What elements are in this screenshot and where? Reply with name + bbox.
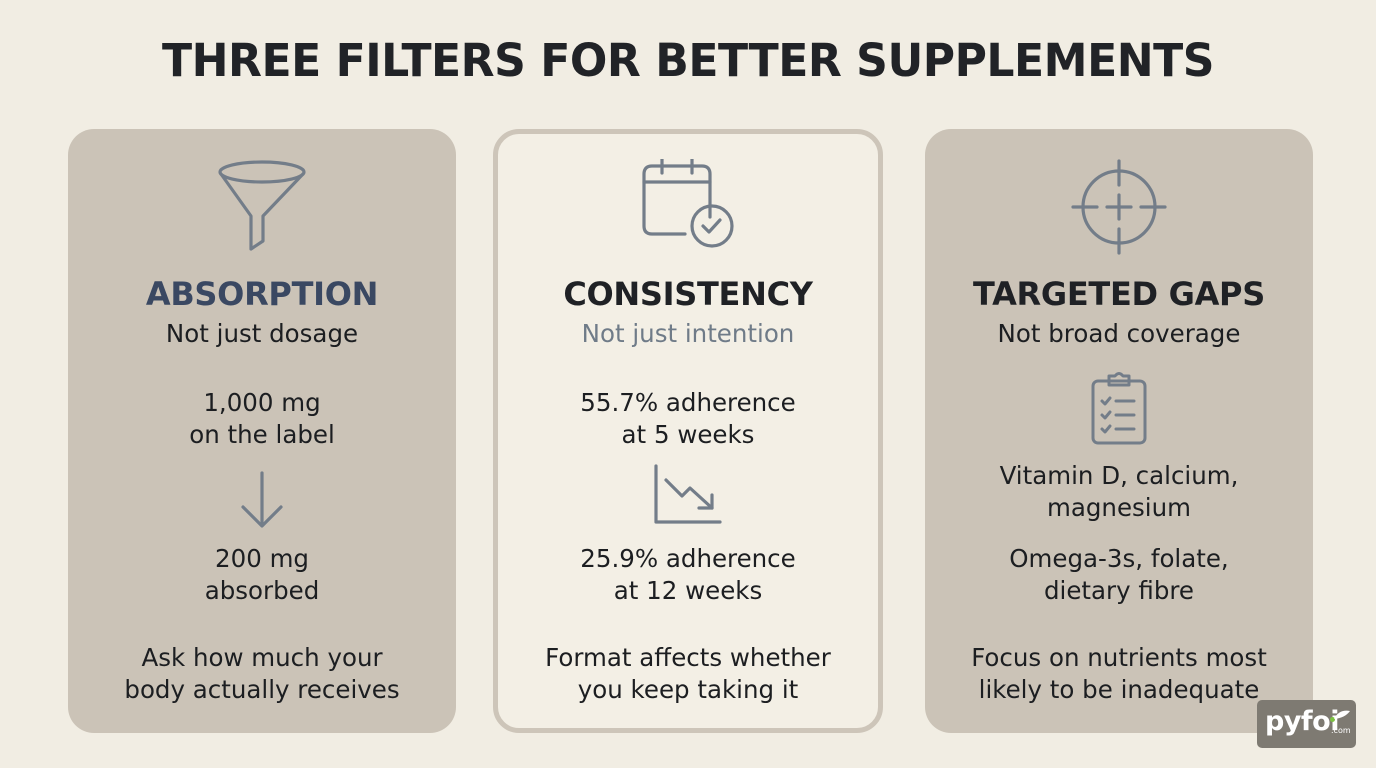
card-subtitle: Not broad coverage (997, 319, 1241, 348)
card-absorption: ABSORPTION Not just dosage 1,000 mg on t… (68, 129, 456, 733)
card-footer: Ask how much your body actually receives (68, 642, 456, 706)
stat-top: 55.7% adherence at 5 weeks (498, 387, 878, 451)
stat-top: 1,000 mg on the label (68, 387, 456, 451)
stat-bottom-line-2: dietary fibre (1043, 576, 1194, 605)
card-targeted-gaps: TARGETED GAPS Not broad coverage Vitamin… (925, 129, 1313, 733)
page-title: THREE FILTERS FOR BETTER SUPPLEMENTS (161, 34, 1215, 87)
card-footer: Focus on nutrients most likely to be ina… (925, 642, 1313, 706)
stat-bottom-line-2: absorbed (204, 576, 320, 605)
funnel-icon (68, 159, 456, 251)
stat-bottom: Omega-3s, folate, dietary fibre (925, 543, 1313, 607)
footer-line-1: Ask how much your (141, 643, 383, 672)
calendar-check-icon (498, 159, 878, 251)
logo-brand: pyfoi (1265, 706, 1339, 737)
stat-top-line-1: 1,000 mg (203, 388, 321, 417)
card-subtitle: Not just dosage (165, 319, 359, 348)
stat-bottom-line-1: 200 mg (215, 544, 309, 573)
footer-line-2: likely to be inadequate (978, 675, 1260, 704)
stat-top-line-2: on the label (189, 420, 335, 449)
stat-bottom: 200 mg absorbed (68, 543, 456, 607)
stat-bottom-line-1: Omega-3s, folate, (1009, 544, 1229, 573)
clipboard-checklist-icon (925, 371, 1313, 447)
stat-bottom-line-2: at 12 weeks (613, 576, 763, 605)
stat-top-line-1: 55.7% adherence (580, 388, 796, 417)
pyfoi-logo: pyfoi .com (1257, 700, 1356, 748)
logo-tld: .com (1331, 726, 1351, 735)
footer-line-2: you keep taking it (577, 675, 799, 704)
stat-bottom: 25.9% adherence at 12 weeks (498, 543, 878, 607)
crosshair-target-icon (925, 157, 1313, 257)
card-heading: CONSISTENCY (563, 275, 813, 313)
leaf-icon (1333, 706, 1351, 725)
stat-bottom-line-1: 25.9% adherence (580, 544, 796, 573)
stat-top-line-1: Vitamin D, calcium, (999, 461, 1239, 490)
arrow-down-icon (68, 470, 456, 530)
card-footer: Format affects whether you keep taking i… (498, 642, 878, 706)
card-heading: TARGETED GAPS (973, 275, 1265, 313)
stat-top-line-2: magnesium (1047, 493, 1191, 522)
stat-top-line-2: at 5 weeks (621, 420, 755, 449)
footer-line-1: Focus on nutrients most (971, 643, 1267, 672)
footer-line-1: Format affects whether (545, 643, 831, 672)
card-consistency: CONSISTENCY Not just intention 55.7% adh… (493, 129, 883, 733)
logo-dot-icon (1330, 717, 1335, 722)
card-subtitle: Not just intention (581, 319, 795, 348)
card-heading: ABSORPTION (145, 275, 379, 313)
footer-line-2: body actually receives (124, 675, 400, 704)
trend-down-chart-icon (498, 464, 878, 526)
stat-top: Vitamin D, calcium, magnesium (925, 460, 1313, 524)
